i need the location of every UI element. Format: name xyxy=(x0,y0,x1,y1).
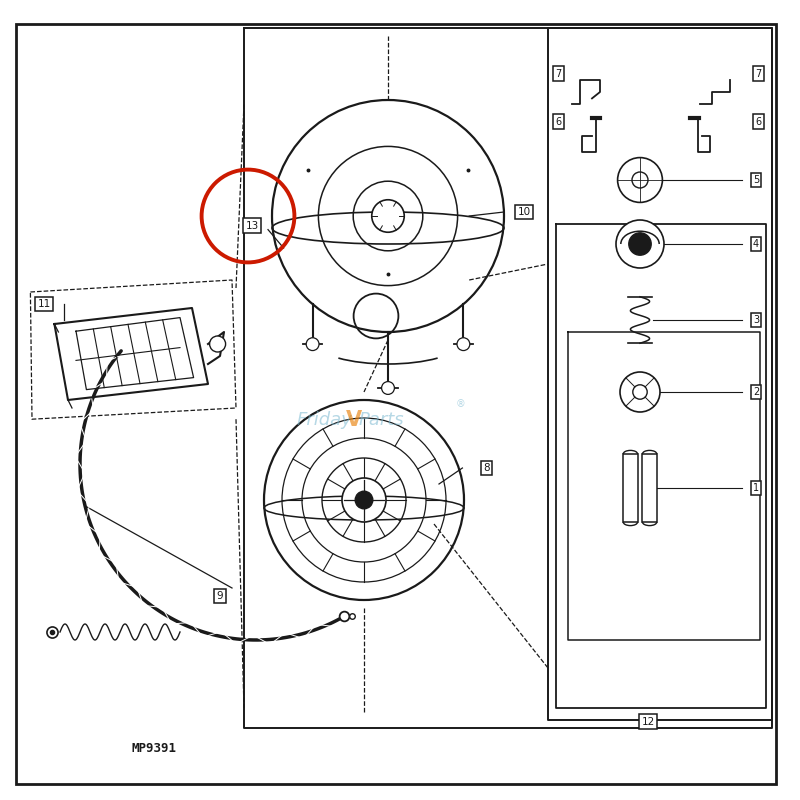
Circle shape xyxy=(382,382,394,394)
Text: MP9391: MP9391 xyxy=(132,742,177,754)
Circle shape xyxy=(342,478,386,522)
Text: 1: 1 xyxy=(753,483,759,493)
Circle shape xyxy=(306,338,319,350)
Text: Parts: Parts xyxy=(358,411,404,429)
Bar xyxy=(623,454,638,522)
Circle shape xyxy=(355,491,373,509)
Circle shape xyxy=(629,233,651,255)
Circle shape xyxy=(457,338,470,350)
Text: 6: 6 xyxy=(555,117,562,126)
Circle shape xyxy=(632,172,648,188)
Text: 10: 10 xyxy=(518,207,530,217)
Circle shape xyxy=(633,385,647,399)
Text: 5: 5 xyxy=(753,175,759,185)
Text: 13: 13 xyxy=(246,221,258,230)
Circle shape xyxy=(618,158,662,202)
Text: 7: 7 xyxy=(555,69,562,78)
Circle shape xyxy=(616,220,664,268)
Circle shape xyxy=(372,200,404,232)
Text: ®: ® xyxy=(456,399,466,409)
Text: 11: 11 xyxy=(38,299,50,309)
Text: 7: 7 xyxy=(755,69,762,78)
Text: 6: 6 xyxy=(755,117,762,126)
Text: 9: 9 xyxy=(217,591,223,601)
Text: 4: 4 xyxy=(753,239,759,249)
Text: 12: 12 xyxy=(642,717,654,726)
Text: V: V xyxy=(346,410,362,430)
Text: 2: 2 xyxy=(753,387,759,397)
Text: 8: 8 xyxy=(483,463,490,473)
Circle shape xyxy=(620,372,660,412)
Bar xyxy=(642,454,657,522)
Text: Friday: Friday xyxy=(296,411,352,429)
Circle shape xyxy=(210,336,226,352)
Text: 3: 3 xyxy=(753,315,759,325)
